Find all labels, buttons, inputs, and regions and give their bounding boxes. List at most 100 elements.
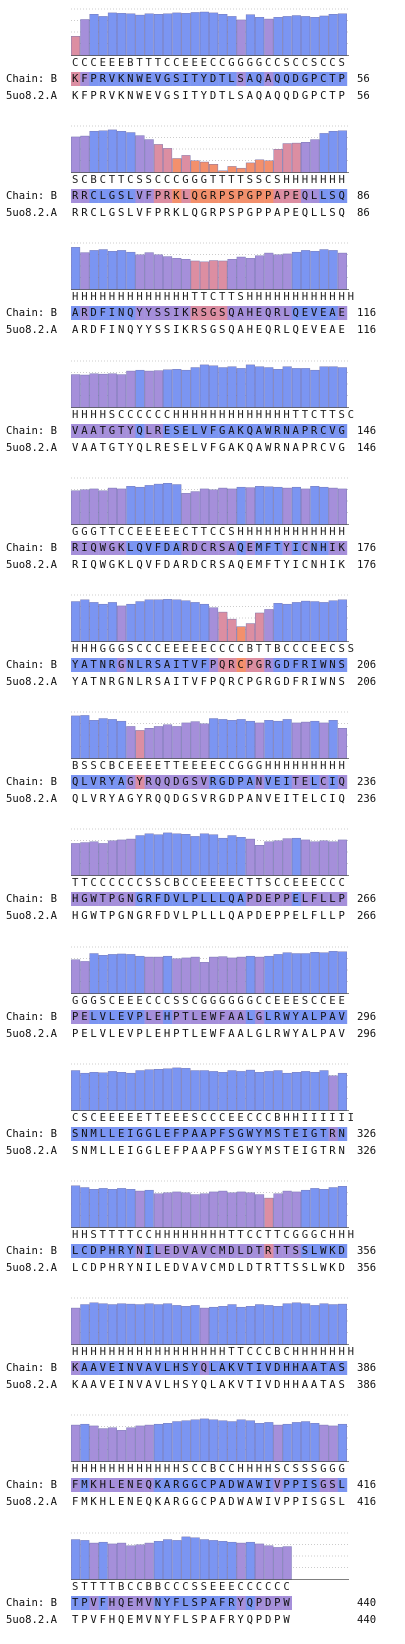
reference-sequence: ARDFINQYYSSIKRSGSQAHEQRLQEVEAE bbox=[72, 324, 348, 337]
quality-bar bbox=[337, 366, 347, 408]
quality-bar bbox=[218, 719, 228, 760]
residue-highlight bbox=[153, 775, 164, 790]
quality-bar bbox=[282, 1190, 292, 1228]
residue-highlight bbox=[181, 189, 191, 204]
quality-bar bbox=[291, 252, 301, 291]
secondary-structure-string: CCCEEEBTTTCCEEECCGGGGCCSCCSCCS bbox=[72, 57, 348, 69]
residue-highlight bbox=[264, 540, 274, 555]
reference-sequence: LCDPHRYNILEDVAVCMDLDTRTTSSLWKD bbox=[72, 1262, 348, 1274]
quality-bar bbox=[245, 1420, 255, 1463]
quality-bar bbox=[291, 722, 301, 760]
quality-bar bbox=[172, 1067, 182, 1111]
quality-bar bbox=[218, 1190, 228, 1228]
quality-bar bbox=[89, 1189, 99, 1228]
quality-bar bbox=[236, 626, 246, 642]
residue-highlight bbox=[181, 1126, 191, 1141]
residue-highlight bbox=[209, 306, 219, 321]
residue-highlight bbox=[209, 189, 219, 204]
quality-bar bbox=[135, 135, 145, 174]
residue-highlight bbox=[273, 892, 283, 907]
quality-bar bbox=[282, 1545, 292, 1580]
quality-bar bbox=[107, 487, 117, 525]
quality-bar bbox=[117, 1071, 127, 1111]
residue-highlight bbox=[163, 775, 173, 790]
quality-bar bbox=[301, 488, 311, 525]
residue-highlight bbox=[71, 1478, 81, 1493]
residue-highlight bbox=[282, 1244, 292, 1258]
quality-bar bbox=[264, 720, 274, 760]
residue-highlight bbox=[163, 306, 173, 321]
quality-bar bbox=[107, 840, 117, 877]
residue-highlight bbox=[273, 423, 283, 438]
sequence-block: HHHGGGSCCCEEEEECCCCBTTBCCCEECSS Chain: B… bbox=[0, 586, 405, 706]
quality-bar bbox=[273, 149, 283, 174]
residue-highlight bbox=[135, 1126, 145, 1141]
residue-highlight bbox=[319, 1244, 329, 1258]
quality-bar bbox=[319, 1425, 329, 1463]
residue-highlight bbox=[291, 540, 302, 555]
quality-bar bbox=[328, 250, 338, 291]
residue-highlight bbox=[107, 72, 118, 86]
residue-highlight bbox=[172, 1595, 182, 1610]
quality-bar bbox=[153, 956, 163, 994]
quality-bar bbox=[144, 1303, 154, 1346]
residue-highlight bbox=[107, 1478, 118, 1493]
quality-bar bbox=[190, 836, 200, 877]
quality-bar bbox=[80, 19, 90, 56]
secondary-structure-string: HHHHHHHHHHHHHHHHHTTCCCBCHHHHHHH bbox=[72, 1346, 357, 1359]
quality-bar bbox=[245, 162, 255, 174]
local-quality-bar-chart bbox=[71, 1297, 349, 1346]
residue-highlight bbox=[255, 1478, 265, 1493]
quality-bar bbox=[172, 1191, 182, 1228]
residue-highlight bbox=[107, 1361, 118, 1376]
residue-highlight bbox=[199, 1126, 210, 1141]
quality-bar bbox=[117, 605, 127, 642]
residue-highlight bbox=[153, 892, 164, 907]
reference-label: 5uo8.2.A bbox=[6, 910, 58, 923]
residue-highlight bbox=[328, 1009, 338, 1024]
residue-highlight bbox=[255, 658, 265, 672]
residue-highlight bbox=[319, 1478, 329, 1493]
reference-sequence: RRCLGSLVFPRKLQGRPSPGPPAPEQLLSQ bbox=[72, 207, 348, 220]
residue-highlight bbox=[80, 658, 90, 672]
quality-bar bbox=[255, 1423, 265, 1463]
quality-bar bbox=[98, 373, 108, 408]
residue-highlight bbox=[319, 72, 329, 86]
residue-highlight bbox=[71, 1126, 81, 1141]
quality-bar bbox=[107, 1189, 117, 1228]
quality-bar bbox=[163, 256, 173, 291]
quality-bar bbox=[301, 1070, 311, 1111]
quality-bar bbox=[236, 1070, 246, 1111]
quality-bar bbox=[273, 1193, 283, 1228]
reference-end-position: 176 bbox=[357, 558, 377, 571]
residue-highlight bbox=[236, 892, 246, 907]
quality-bar bbox=[218, 1420, 228, 1463]
quality-bar bbox=[255, 956, 265, 994]
residue-highlight bbox=[98, 423, 108, 438]
quality-bar bbox=[310, 721, 320, 760]
residue-highlight bbox=[89, 423, 99, 438]
chain-sequence: PELVLEVPLEHPTLEWFAALGLRWYALPAV bbox=[72, 1010, 348, 1023]
residue-highlight bbox=[144, 306, 154, 321]
residue-highlight bbox=[337, 1361, 348, 1376]
quality-bar bbox=[80, 136, 90, 174]
quality-bar bbox=[126, 1304, 136, 1346]
quality-bar bbox=[80, 1424, 90, 1463]
quality-bar bbox=[71, 373, 81, 408]
residue-highlight bbox=[144, 1595, 154, 1610]
residue-highlight bbox=[218, 658, 228, 672]
quality-bar bbox=[337, 1072, 347, 1111]
quality-bar bbox=[126, 953, 136, 994]
quality-bar bbox=[291, 602, 301, 642]
reference-sequence: SNMLLEIGGLEFPAAPFSGWYMSTEIGTRN bbox=[72, 1144, 348, 1157]
quality-bar bbox=[218, 1540, 228, 1580]
quality-bar bbox=[71, 1425, 81, 1463]
local-quality-bar-chart bbox=[71, 1414, 349, 1463]
quality-bar bbox=[282, 1072, 292, 1111]
chain-highlight-track bbox=[71, 658, 348, 672]
residue-highlight bbox=[163, 1595, 173, 1610]
residue-highlight bbox=[301, 775, 311, 790]
quality-bar bbox=[199, 961, 209, 994]
quality-bar bbox=[227, 1192, 237, 1228]
quality-bar bbox=[163, 833, 173, 877]
